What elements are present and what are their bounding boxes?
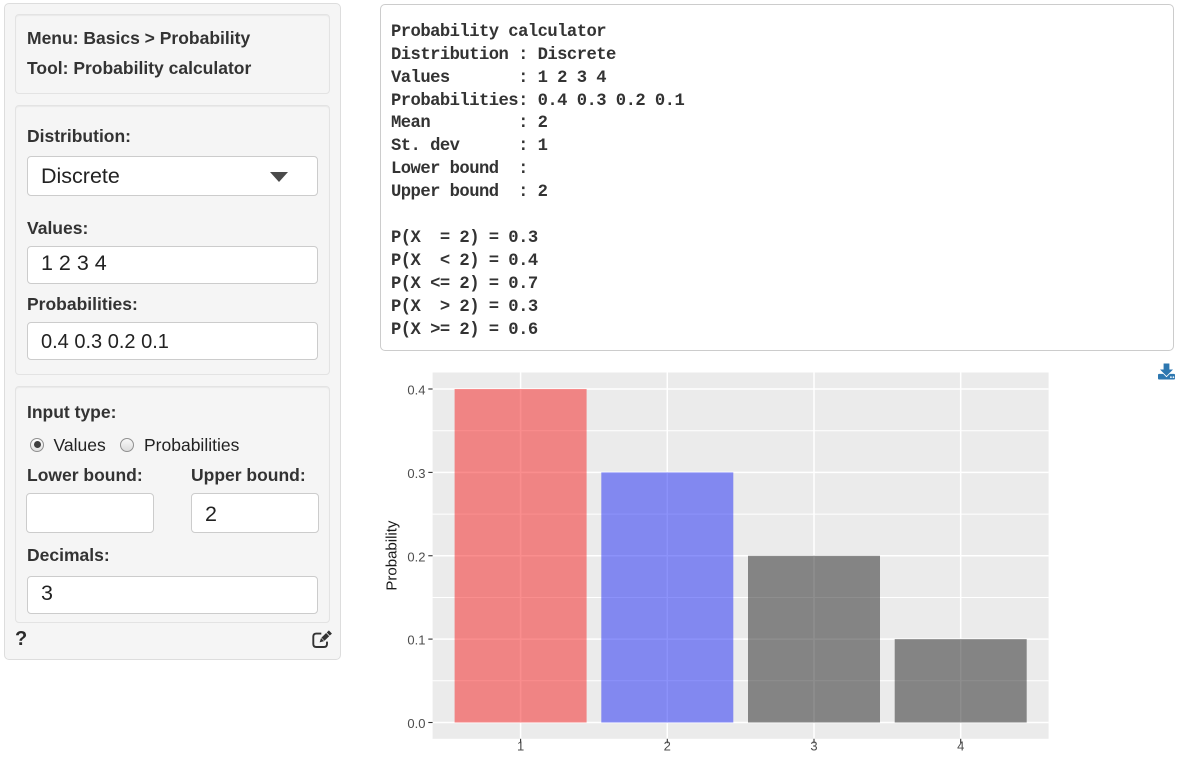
svg-text:Probability: Probability [383,520,400,591]
svg-text:1: 1 [517,739,524,754]
svg-text:0.3: 0.3 [407,466,425,481]
svg-text:4: 4 [957,739,964,754]
svg-text:0.1: 0.1 [407,633,425,648]
svg-text:2: 2 [664,739,671,754]
svg-text:0.4: 0.4 [407,383,425,398]
svg-text:0.2: 0.2 [407,549,425,564]
svg-text:3: 3 [810,739,817,754]
svg-text:0.0: 0.0 [407,716,425,731]
